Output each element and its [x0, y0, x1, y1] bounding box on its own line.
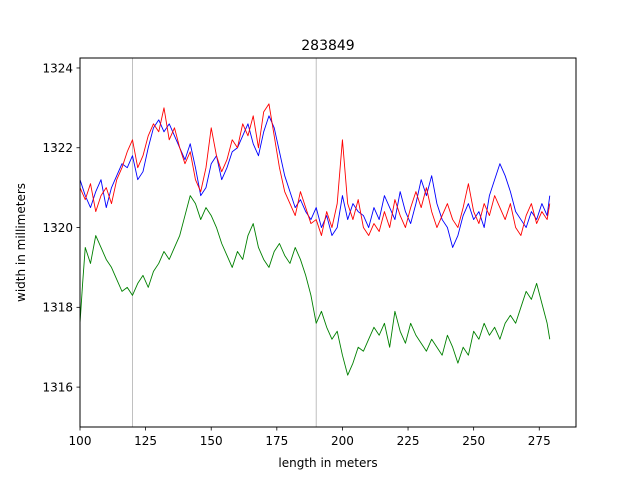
series-line-0 — [79, 115, 551, 248]
x-axis: 100 125 150 175 200 225 250 275 — [69, 427, 551, 448]
y-axis: 1316 1318 1320 1322 1324 — [42, 61, 80, 394]
x-tick-label: 225 — [397, 434, 420, 448]
y-tick-label: 1324 — [42, 61, 73, 75]
plot-frame — [79, 57, 577, 428]
chart-title: 283849 — [301, 38, 354, 54]
y-tick-label: 1316 — [42, 380, 73, 394]
x-tick-label: 150 — [200, 434, 223, 448]
x-tick-label: 175 — [265, 434, 288, 448]
x-tick-label: 100 — [69, 434, 92, 448]
x-tick-label: 250 — [462, 434, 485, 448]
y-axis-label: width in millimeters — [14, 183, 28, 302]
y-tick-label: 1320 — [42, 221, 73, 235]
y-tick-label: 1322 — [42, 141, 73, 155]
x-tick-label: 125 — [134, 434, 157, 448]
series-line-2 — [79, 195, 551, 376]
x-axis-label: length in meters — [278, 456, 377, 470]
x-tick-label: 275 — [528, 434, 551, 448]
series-line-1 — [79, 103, 551, 236]
plot-area — [79, 58, 551, 427]
y-tick-label: 1318 — [42, 301, 73, 315]
x-tick-label: 200 — [331, 434, 354, 448]
